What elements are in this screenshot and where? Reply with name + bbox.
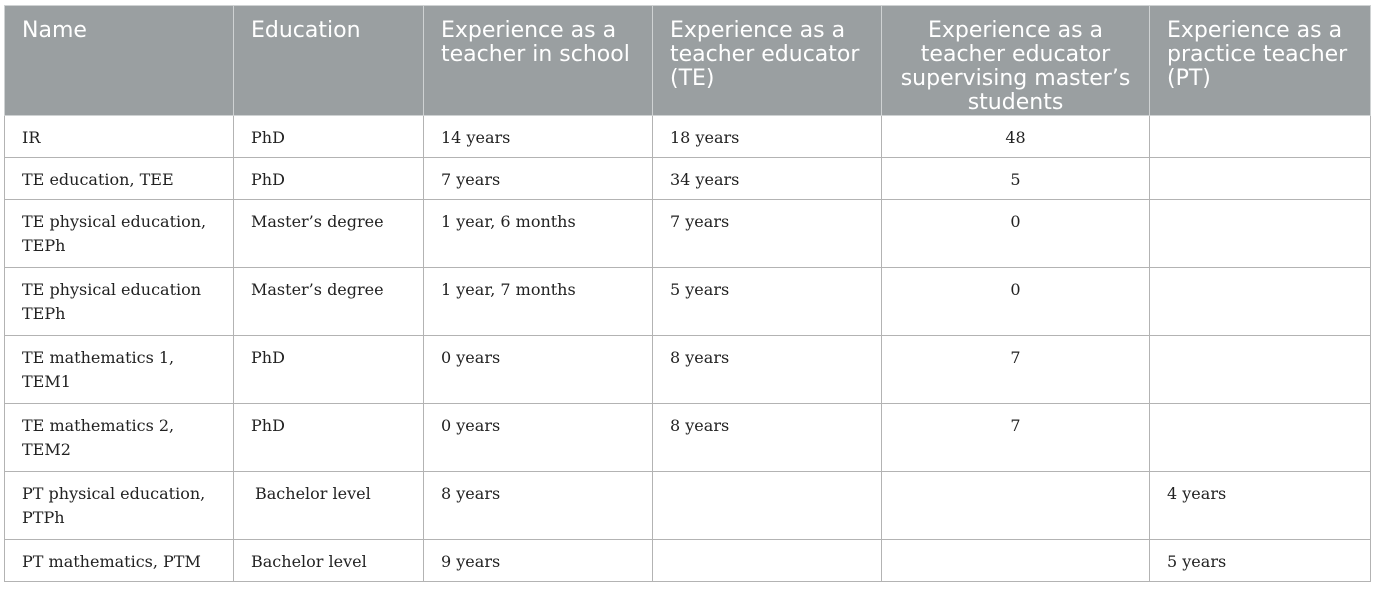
cell-pt-experience	[1149, 403, 1371, 472]
cell-school-experience: 1 year, 6 months	[423, 199, 653, 268]
cell-name: TE mathematics 2, TEM2	[4, 403, 234, 472]
cell-name: TE education, TEE	[4, 157, 234, 200]
cell-supervising-experience	[881, 539, 1150, 582]
cell-education: Master’s degree	[233, 267, 424, 336]
cell-name: TE mathematics 1, TEM1	[4, 335, 234, 404]
cell-te-experience: 5 years	[652, 267, 882, 336]
header-education: Education	[233, 5, 424, 116]
table-row: PT mathematics, PTM Bachelor level 9 yea…	[4, 539, 1371, 582]
cell-education: PhD	[233, 115, 424, 158]
cell-school-experience: 7 years	[423, 157, 653, 200]
cell-education: Master’s degree	[233, 199, 424, 268]
cell-pt-experience	[1149, 335, 1371, 404]
cell-school-experience: 0 years	[423, 335, 653, 404]
cell-te-experience	[652, 471, 882, 540]
cell-te-experience	[652, 539, 882, 582]
cell-pt-experience	[1149, 115, 1371, 158]
cell-te-experience: 8 years	[652, 403, 882, 472]
cell-education: Bachelor level	[233, 471, 424, 540]
cell-pt-experience: 5 years	[1149, 539, 1371, 582]
header-supervising-experience: Experience as a teacher educator supervi…	[881, 5, 1150, 116]
cell-te-experience: 34 years	[652, 157, 882, 200]
cell-te-experience: 18 years	[652, 115, 882, 158]
cell-education: PhD	[233, 335, 424, 404]
table-row: TE physical education TEPh Master’s degr…	[4, 267, 1371, 336]
header-name: Name	[4, 5, 234, 116]
cell-name: PT mathematics, PTM	[4, 539, 234, 582]
cell-te-experience: 7 years	[652, 199, 882, 268]
cell-school-experience: 9 years	[423, 539, 653, 582]
table-header-row: Name Education Experience as a teacher i…	[4, 5, 1371, 116]
cell-school-experience: 1 year, 7 months	[423, 267, 653, 336]
cell-supervising-experience	[881, 471, 1150, 540]
cell-pt-experience	[1149, 157, 1371, 200]
cell-supervising-experience: 7	[881, 335, 1150, 404]
cell-name: TE physical education, TEPh	[4, 199, 234, 268]
participants-table: Name Education Experience as a teacher i…	[4, 5, 1371, 582]
table-row: TE education, TEE PhD 7 years 34 years 5	[4, 157, 1371, 200]
participants-table-container: Name Education Experience as a teacher i…	[4, 5, 1371, 582]
cell-supervising-experience: 7	[881, 403, 1150, 472]
cell-education: Bachelor level	[233, 539, 424, 582]
header-pt-experience: Experience as a practice teacher (PT)	[1149, 5, 1371, 116]
cell-school-experience: 14 years	[423, 115, 653, 158]
cell-school-experience: 0 years	[423, 403, 653, 472]
cell-pt-experience	[1149, 267, 1371, 336]
table-row: TE physical education, TEPh Master’s deg…	[4, 199, 1371, 268]
cell-supervising-experience: 48	[881, 115, 1150, 158]
header-school-experience: Experience as a teacher in school	[423, 5, 653, 116]
cell-supervising-experience: 0	[881, 199, 1150, 268]
cell-pt-experience: 4 years	[1149, 471, 1371, 540]
cell-name: TE physical education TEPh	[4, 267, 234, 336]
cell-te-experience: 8 years	[652, 335, 882, 404]
header-te-experience: Experience as a teacher educator (TE)	[652, 5, 882, 116]
table-row: PT physical education, PTPh Bachelor lev…	[4, 471, 1371, 540]
cell-school-experience: 8 years	[423, 471, 653, 540]
cell-education: PhD	[233, 403, 424, 472]
cell-pt-experience	[1149, 199, 1371, 268]
cell-supervising-experience: 5	[881, 157, 1150, 200]
cell-education: PhD	[233, 157, 424, 200]
table-row: TE mathematics 2, TEM2 PhD 0 years 8 yea…	[4, 403, 1371, 472]
cell-name: PT physical education, PTPh	[4, 471, 234, 540]
cell-supervising-experience: 0	[881, 267, 1150, 336]
cell-name: IR	[4, 115, 234, 158]
table-row: IR PhD 14 years 18 years 48	[4, 115, 1371, 158]
table-row: TE mathematics 1, TEM1 PhD 0 years 8 yea…	[4, 335, 1371, 404]
